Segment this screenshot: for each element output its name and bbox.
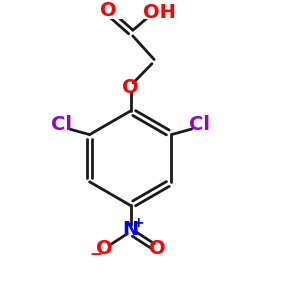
Text: Cl: Cl: [189, 116, 210, 134]
Text: OH: OH: [143, 3, 176, 22]
Text: O: O: [148, 239, 165, 258]
Text: O: O: [96, 239, 112, 258]
Text: −: −: [89, 247, 102, 262]
Text: +: +: [133, 216, 144, 230]
Text: Cl: Cl: [51, 116, 72, 134]
Text: O: O: [122, 78, 139, 97]
Text: N: N: [122, 220, 139, 239]
Text: O: O: [100, 2, 117, 20]
